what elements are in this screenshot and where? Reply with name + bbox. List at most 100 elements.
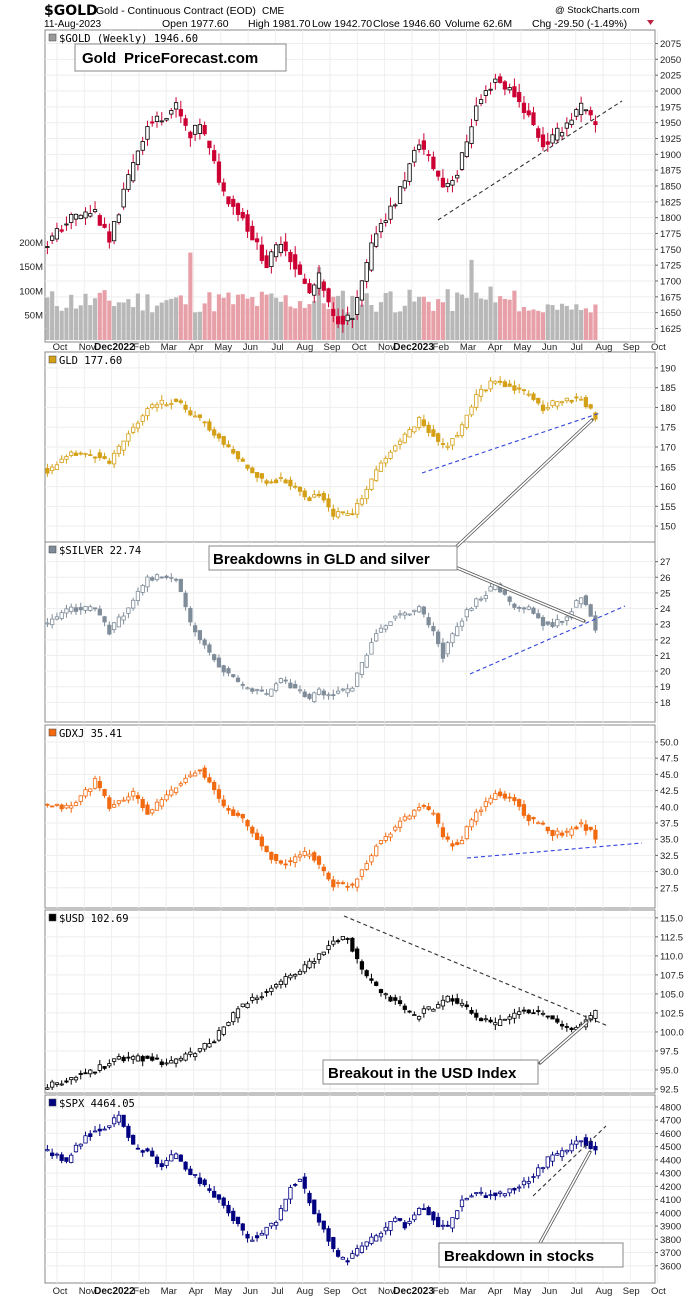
candle [169, 785, 174, 798]
candle [278, 677, 284, 684]
candle [226, 1200, 231, 1217]
candle [378, 840, 384, 846]
candle [440, 438, 446, 449]
header-close: Close 1946.60 [373, 18, 441, 30]
candle [193, 1052, 198, 1061]
candle [502, 1018, 507, 1021]
x-tick-label: May [214, 342, 232, 353]
y-tick-label: 1950 [660, 118, 681, 129]
candle [88, 205, 93, 218]
x-tick-label: Dec2023 [393, 1286, 434, 1297]
candle [393, 824, 398, 833]
candle [359, 280, 365, 307]
candle [69, 603, 74, 615]
candle [92, 607, 98, 612]
candle [278, 978, 284, 989]
candle [355, 290, 360, 320]
candle [474, 97, 479, 126]
candle [483, 1192, 488, 1198]
candle [483, 590, 488, 603]
candle [331, 689, 336, 700]
x-tick-label: Dec2022 [94, 1286, 135, 1297]
candle [145, 1147, 150, 1153]
candle [88, 449, 93, 457]
volume-bar [102, 290, 107, 340]
candle [350, 317, 355, 328]
candle [212, 653, 217, 663]
volume-bar [536, 310, 541, 340]
candle [421, 803, 426, 809]
panel-title: GDXJ 35.41 [59, 728, 122, 740]
y-tick-label: 26 [660, 573, 671, 584]
y-tick-label: 165 [660, 462, 676, 473]
candle [240, 457, 245, 462]
volume-bar [112, 306, 117, 340]
candle [207, 642, 212, 656]
candle [426, 421, 431, 437]
candle [164, 1157, 169, 1169]
candle [293, 246, 298, 278]
candle [507, 379, 512, 387]
candle [455, 170, 460, 183]
candle [226, 1021, 231, 1027]
candle [235, 675, 241, 683]
y-tick-label: 1700 [660, 277, 681, 288]
candle [469, 606, 474, 612]
volume-bar [274, 297, 279, 340]
volume-bar [421, 296, 426, 340]
y-tick-label: 170 [660, 443, 676, 454]
candle [254, 688, 260, 695]
candle [221, 1196, 226, 1209]
candle [264, 249, 269, 269]
candle [521, 1177, 527, 1189]
candle [531, 106, 536, 127]
candle [197, 414, 202, 421]
x-tick-label: May [214, 1286, 232, 1297]
volume-bar [550, 305, 555, 340]
candle [397, 186, 403, 204]
candle [364, 485, 369, 504]
x-tick-label: Feb [133, 342, 149, 353]
candle [393, 994, 398, 1005]
annotation-stocks-text: Breakdown in stocks [444, 1248, 594, 1265]
candle [326, 871, 331, 882]
candle [478, 94, 484, 107]
candle [121, 440, 126, 456]
volume-bar [45, 297, 50, 340]
candle [59, 455, 64, 464]
volume-bar [126, 299, 131, 340]
candle [588, 403, 593, 410]
candle [355, 946, 360, 964]
candle [73, 1142, 79, 1153]
candle [436, 812, 441, 828]
candle [478, 1017, 484, 1022]
candle [226, 805, 231, 815]
volume-bar [502, 298, 507, 340]
panel-frame [44, 541, 656, 723]
volume-bar [92, 298, 98, 340]
candle [526, 1009, 531, 1015]
volume-bar [159, 302, 164, 340]
candle [555, 614, 560, 629]
candle [97, 1060, 102, 1073]
candle [355, 498, 360, 519]
candle [502, 379, 507, 388]
x-tick-label: Sep [324, 342, 341, 353]
candle [469, 118, 474, 149]
volume-bar [397, 311, 403, 340]
volume-bar [526, 310, 531, 340]
candle [92, 1071, 98, 1075]
candle [555, 827, 560, 839]
y-tick-label: 150 [660, 522, 676, 533]
candle [183, 401, 188, 413]
candle [131, 423, 136, 435]
candle [197, 1048, 202, 1054]
candle [393, 615, 398, 621]
candle [245, 686, 250, 690]
candle [169, 108, 174, 119]
candle [250, 825, 255, 838]
candle [526, 604, 531, 611]
candle [245, 818, 250, 831]
candle [245, 464, 250, 471]
candle [569, 1139, 574, 1154]
